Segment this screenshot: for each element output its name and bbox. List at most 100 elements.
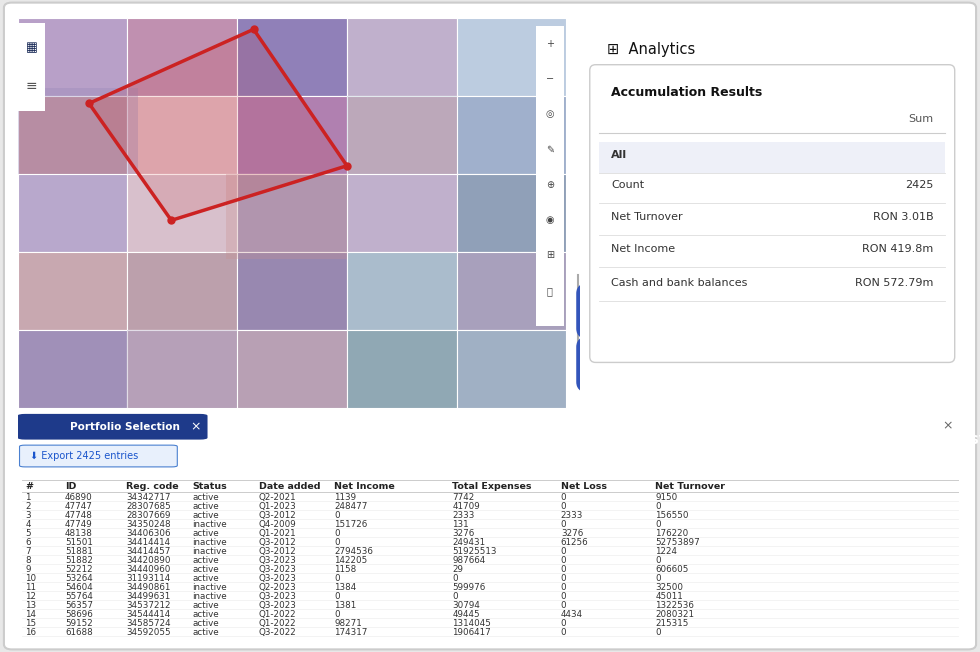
Text: Accumulation Results: Accumulation Results — [611, 87, 762, 100]
Text: ⊞  Analytics: ⊞ Analytics — [607, 42, 695, 57]
Text: inactive: inactive — [192, 520, 227, 529]
Text: RON 572.79m: RON 572.79m — [856, 278, 934, 288]
Text: active: active — [192, 501, 220, 511]
Text: 0: 0 — [561, 619, 566, 628]
Text: 47748: 47748 — [65, 511, 93, 520]
Bar — [457, 18, 566, 96]
Text: 58696: 58696 — [65, 610, 93, 619]
FancyBboxPatch shape — [18, 414, 208, 439]
Text: Q3-2023: Q3-2023 — [259, 574, 296, 582]
Text: ◎: ◎ — [546, 110, 554, 119]
Text: 34585724: 34585724 — [126, 619, 171, 628]
Text: 59152: 59152 — [65, 619, 93, 628]
Bar — [237, 173, 347, 252]
Text: Q3-2012: Q3-2012 — [259, 511, 296, 520]
Text: active: active — [192, 627, 220, 636]
Text: 176220: 176220 — [656, 529, 689, 537]
Text: 34420890: 34420890 — [126, 556, 171, 565]
Text: Portfolio Selection: Portfolio Selection — [70, 422, 179, 432]
Text: 34350248: 34350248 — [126, 520, 171, 529]
FancyBboxPatch shape — [576, 335, 953, 394]
Bar — [127, 329, 237, 408]
Text: active: active — [192, 492, 220, 501]
Text: 46890: 46890 — [65, 492, 93, 501]
Text: Q3-2023: Q3-2023 — [259, 600, 296, 610]
Text: Date added: Date added — [259, 482, 320, 491]
Text: 1139: 1139 — [334, 492, 357, 501]
Text: 0: 0 — [561, 627, 566, 636]
Text: Q1-2022: Q1-2022 — [259, 619, 296, 628]
Text: 5: 5 — [25, 529, 30, 537]
Text: 34414414: 34414414 — [126, 537, 171, 546]
Bar — [18, 88, 138, 173]
Text: 0: 0 — [561, 546, 566, 556]
Bar — [347, 96, 457, 173]
Text: 13: 13 — [25, 600, 36, 610]
Text: 61256: 61256 — [561, 537, 588, 546]
Text: 98271: 98271 — [334, 619, 362, 628]
Text: 1158: 1158 — [334, 565, 357, 574]
Text: 2333: 2333 — [452, 511, 474, 520]
Bar — [457, 173, 566, 252]
Text: 606605: 606605 — [656, 565, 689, 574]
Text: 0: 0 — [334, 591, 340, 600]
Text: 56357: 56357 — [65, 600, 93, 610]
Text: 51501: 51501 — [65, 537, 93, 546]
Text: 41709: 41709 — [452, 501, 480, 511]
Text: +: + — [546, 38, 554, 49]
Text: 215315: 215315 — [656, 619, 689, 628]
FancyBboxPatch shape — [580, 236, 956, 275]
Bar — [347, 252, 457, 329]
Text: 3: 3 — [25, 511, 30, 520]
Text: 11: 11 — [25, 582, 36, 591]
Text: 0: 0 — [561, 565, 566, 574]
Text: Q3-2012: Q3-2012 — [259, 546, 296, 556]
Text: Download the assets inside the polygon  as csv: Download the assets inside the polygon a… — [596, 432, 980, 447]
Bar — [226, 173, 347, 259]
Text: 0: 0 — [561, 520, 566, 529]
Text: inactive: inactive — [192, 591, 227, 600]
Text: 34490861: 34490861 — [126, 582, 171, 591]
Text: 1322536: 1322536 — [656, 600, 694, 610]
Text: 34342717: 34342717 — [126, 492, 171, 501]
Bar — [237, 96, 347, 173]
Bar — [237, 329, 347, 408]
Text: 1: 1 — [25, 492, 30, 501]
Text: 31193114: 31193114 — [126, 574, 171, 582]
Bar — [237, 18, 347, 96]
Text: 2333: 2333 — [561, 511, 583, 520]
Bar — [127, 96, 237, 173]
Text: 34499631: 34499631 — [126, 591, 171, 600]
Text: ID: ID — [65, 482, 76, 491]
Text: Total Expenses: Total Expenses — [452, 482, 532, 491]
Text: ✎: ✎ — [546, 145, 554, 155]
Text: ▦: ▦ — [25, 41, 37, 54]
Text: −: − — [546, 74, 554, 84]
Bar — [457, 96, 566, 173]
Text: 2794536: 2794536 — [334, 546, 373, 556]
Text: 248477: 248477 — [334, 501, 368, 511]
Text: inactive: inactive — [192, 582, 227, 591]
Text: 0: 0 — [561, 574, 566, 582]
Text: ⤢: ⤢ — [547, 286, 553, 296]
Text: Q3-2012: Q3-2012 — [259, 537, 296, 546]
Text: 0: 0 — [656, 556, 661, 565]
Bar — [18, 173, 127, 252]
Text: 49445: 49445 — [452, 610, 480, 619]
Bar — [18, 18, 127, 96]
Text: 0: 0 — [334, 529, 340, 537]
Text: 47749: 47749 — [65, 520, 93, 529]
Text: 0: 0 — [334, 610, 340, 619]
Text: 4434: 4434 — [561, 610, 583, 619]
Text: 32500: 32500 — [656, 582, 683, 591]
Text: 249431: 249431 — [452, 537, 485, 546]
Text: ⬇ Export 2425 entries: ⬇ Export 2425 entries — [30, 451, 138, 461]
Text: ⊕: ⊕ — [546, 180, 554, 190]
Text: Q3-2023: Q3-2023 — [259, 565, 296, 574]
Text: 1384: 1384 — [334, 582, 357, 591]
Text: ≡: ≡ — [25, 79, 37, 93]
Text: Status: Status — [192, 482, 227, 491]
Text: Net Turnover: Net Turnover — [611, 213, 682, 222]
Text: 0: 0 — [656, 501, 661, 511]
Text: Count: Count — [611, 181, 644, 190]
